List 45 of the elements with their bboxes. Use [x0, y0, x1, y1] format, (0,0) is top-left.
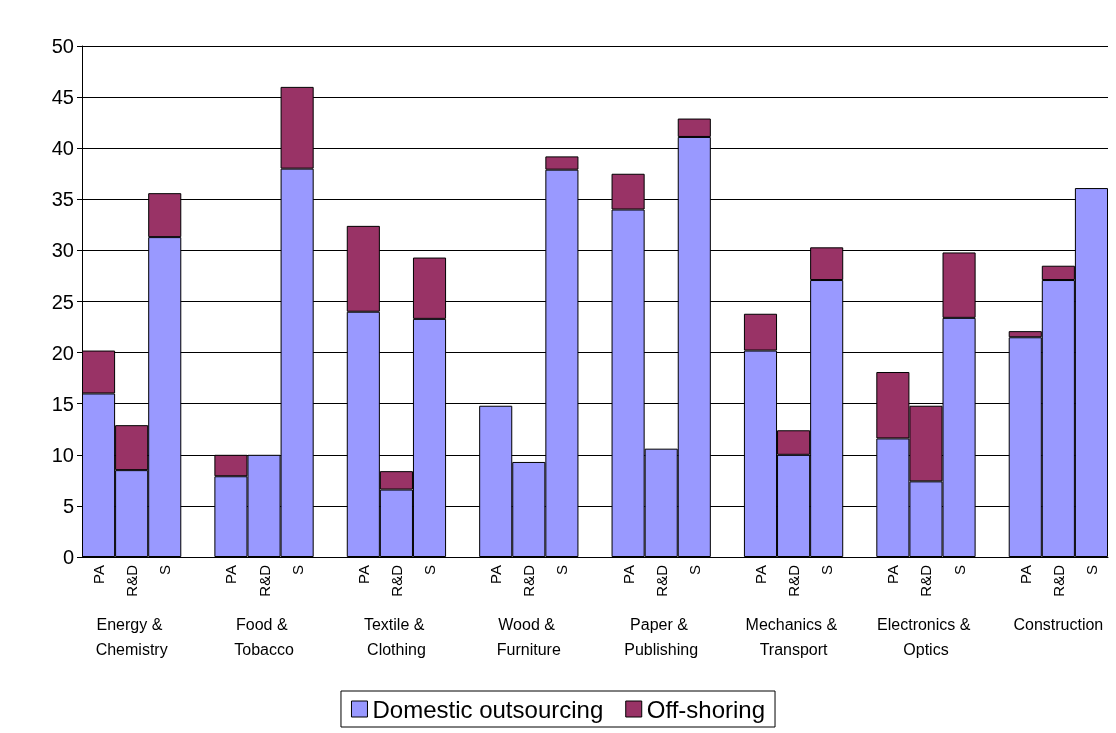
y-tick-label: 25 [51, 290, 74, 313]
x-tick-label: R&D [387, 564, 405, 597]
y-tick-label: 35 [51, 188, 74, 211]
text: Food & Tobacco [234, 616, 294, 658]
x-tick-label: S [288, 565, 306, 576]
text: Electronics & Optics [877, 616, 975, 658]
x-tick-label: S [156, 565, 174, 576]
x-tick-label: PA [487, 565, 505, 584]
x-tick-label: R&D [652, 564, 670, 597]
x-tick-label: R&D [123, 564, 141, 597]
legend-label: Off-shoring [646, 695, 766, 723]
x-tick-label: PA [884, 565, 902, 584]
x-tick-label: PA [222, 565, 240, 584]
text: Construction [1013, 616, 1104, 633]
y-tick-label: 40 [51, 137, 74, 160]
y-tick-label: 0 [62, 546, 74, 568]
text: Mechanics & Transport [745, 616, 842, 658]
y-tick-label: 20 [51, 341, 74, 364]
y-tick-label: 10 [51, 443, 74, 466]
x-tick-label: R&D [1049, 564, 1067, 597]
y-tick-label: 50 [51, 35, 74, 57]
x-tick-label: S [421, 565, 439, 576]
x-tick-label: R&D [255, 564, 273, 597]
x-tick-label: S [685, 565, 703, 576]
x-tick-label: PA [619, 565, 637, 584]
x-tick-label: S [1082, 565, 1100, 576]
text: Paper & Publishing [624, 616, 699, 658]
text: Energy & Chemistry [95, 616, 168, 658]
x-tick-label: R&D [785, 564, 803, 597]
x-tick-label: PA [1016, 565, 1034, 584]
x-tick-label: R&D [917, 564, 935, 597]
legend-label: Domestic outsourcing [372, 695, 604, 723]
x-tick-label: S [553, 565, 571, 576]
x-tick-label: PA [354, 565, 372, 584]
x-tick-label: S [950, 565, 968, 576]
x-tick-label: R&D [520, 564, 538, 597]
text: Wood & Furniture [496, 616, 561, 658]
x-tick-label: PA [90, 565, 108, 584]
x-tick-label: PA [751, 565, 769, 584]
y-tick-label: 5 [62, 494, 74, 517]
y-tick-label: 45 [51, 86, 74, 109]
text: Textile & Clothing [363, 616, 429, 658]
y-tick-label: 30 [51, 239, 74, 262]
x-tick-label: S [818, 565, 836, 576]
y-tick-label: 15 [51, 392, 74, 415]
